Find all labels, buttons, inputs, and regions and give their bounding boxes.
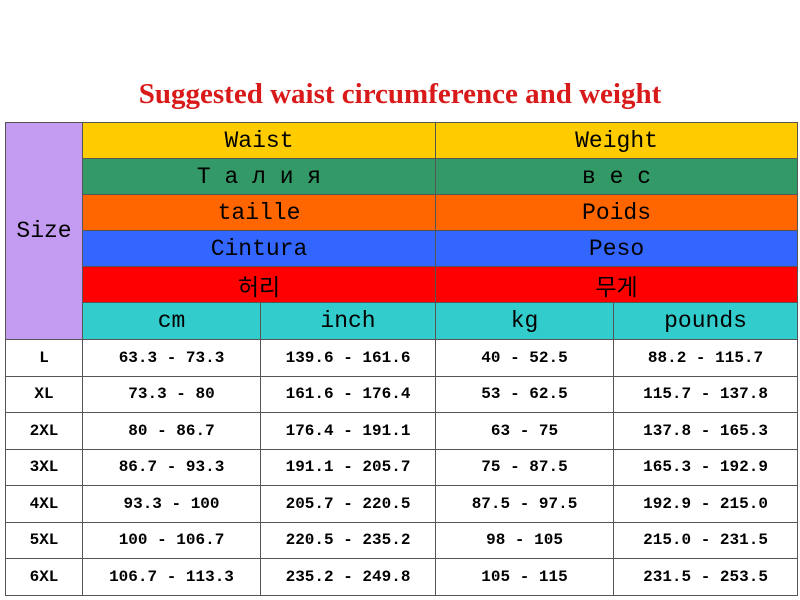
header-cell: Т а л и я <box>81 158 437 195</box>
range-cell: 88.2 - 115.7 <box>613 339 799 377</box>
size-header: Size <box>5 122 83 340</box>
unit-cell: cm <box>82 302 261 340</box>
range-cell: 63 - 75 <box>435 412 615 450</box>
range-cell: 205.7 - 220.5 <box>259 485 437 523</box>
range-cell: 139.6 - 161.6 <box>259 339 437 377</box>
header-row: taille Poids <box>6 194 799 231</box>
header-cell: 무게 <box>435 266 799 303</box>
range-cell: 137.8 - 165.3 <box>613 412 799 450</box>
size-cell: XL <box>5 375 83 413</box>
range-cell: 53 - 62.5 <box>435 375 615 413</box>
header-row: Size Waist Weight <box>5 122 799 340</box>
size-cell: 4XL <box>5 485 83 523</box>
range-cell: 191.1 - 205.7 <box>259 448 437 486</box>
range-cell: 98 - 105 <box>435 521 615 559</box>
header-cell: в е с <box>435 158 799 195</box>
size-cell: 2XL <box>5 412 83 450</box>
data-row: 2XL 80 - 86.7 176.4 - 191.1 63 - 75 137.8 - … <box>5 412 799 450</box>
unit-cell: inch <box>259 302 437 340</box>
range-cell: 86.7 - 93.3 <box>82 448 261 486</box>
range-cell: 220.5 - 235.2 <box>259 521 437 559</box>
range-cell: 93.3 - 100 <box>82 485 261 523</box>
header-cell: taille <box>81 194 437 231</box>
units-row: cm inch kg pounds <box>6 302 799 340</box>
range-cell: 40 - 52.5 <box>435 339 615 377</box>
header-cell: 허리 <box>81 266 437 303</box>
data-row: 4XL 93.3 - 100 205.7 - 220.5 87.5 - 97.5 192… <box>5 485 799 523</box>
range-cell: 106.7 - 113.3 <box>82 558 261 596</box>
size-cell: L <box>5 339 83 377</box>
unit-cell: pounds <box>613 302 799 340</box>
header-row: 허리 무게 <box>6 266 799 303</box>
header-cell: Weight <box>435 122 799 159</box>
data-row: 3XL 86.7 - 93.3 191.1 - 205.7 75 - 87.5 165.… <box>5 448 799 486</box>
range-cell: 63.3 - 73.3 <box>82 339 261 377</box>
range-cell: 87.5 - 97.5 <box>435 485 615 523</box>
range-cell: 80 - 86.7 <box>82 412 261 450</box>
range-cell: 176.4 - 191.1 <box>259 412 437 450</box>
data-row: XL 73.3 - 80 161.6 - 176.4 53 - 62.5 115.7 -… <box>5 375 799 413</box>
range-cell: 73.3 - 80 <box>82 375 261 413</box>
range-cell: 115.7 - 137.8 <box>613 375 799 413</box>
data-row: 5XL 100 - 106.7 220.5 - 235.2 98 - 105 215.0… <box>5 521 799 559</box>
range-cell: 235.2 - 249.8 <box>259 558 437 596</box>
size-cell: 5XL <box>5 521 83 559</box>
size-cell: 3XL <box>5 448 83 486</box>
range-cell: 165.3 - 192.9 <box>613 448 799 486</box>
range-cell: 215.0 - 231.5 <box>613 521 799 559</box>
header-row: Cintura Peso <box>6 230 799 267</box>
range-cell: 100 - 106.7 <box>82 521 261 559</box>
header-cell: Poids <box>435 194 799 231</box>
range-cell: 231.5 - 253.5 <box>613 558 799 596</box>
unit-cell: kg <box>435 302 615 340</box>
size-cell: 6XL <box>5 558 83 596</box>
header-cell: Waist <box>81 122 437 159</box>
range-cell: 105 - 115 <box>435 558 615 596</box>
data-row: 6XL 106.7 - 113.3 235.2 - 249.8 105 - 115 23… <box>5 558 799 596</box>
title: Suggested waist circumference and weight <box>138 78 662 110</box>
range-cell: 161.6 - 176.4 <box>259 375 437 413</box>
range-cell: 75 - 87.5 <box>435 448 615 486</box>
header-cell: Cintura <box>81 230 437 267</box>
header-cell: Peso <box>435 230 799 267</box>
data-row: L 63.3 - 73.3 139.6 - 161.6 40 - 52.5 88.2 -… <box>5 339 799 377</box>
range-cell: 192.9 - 215.0 <box>613 485 799 523</box>
